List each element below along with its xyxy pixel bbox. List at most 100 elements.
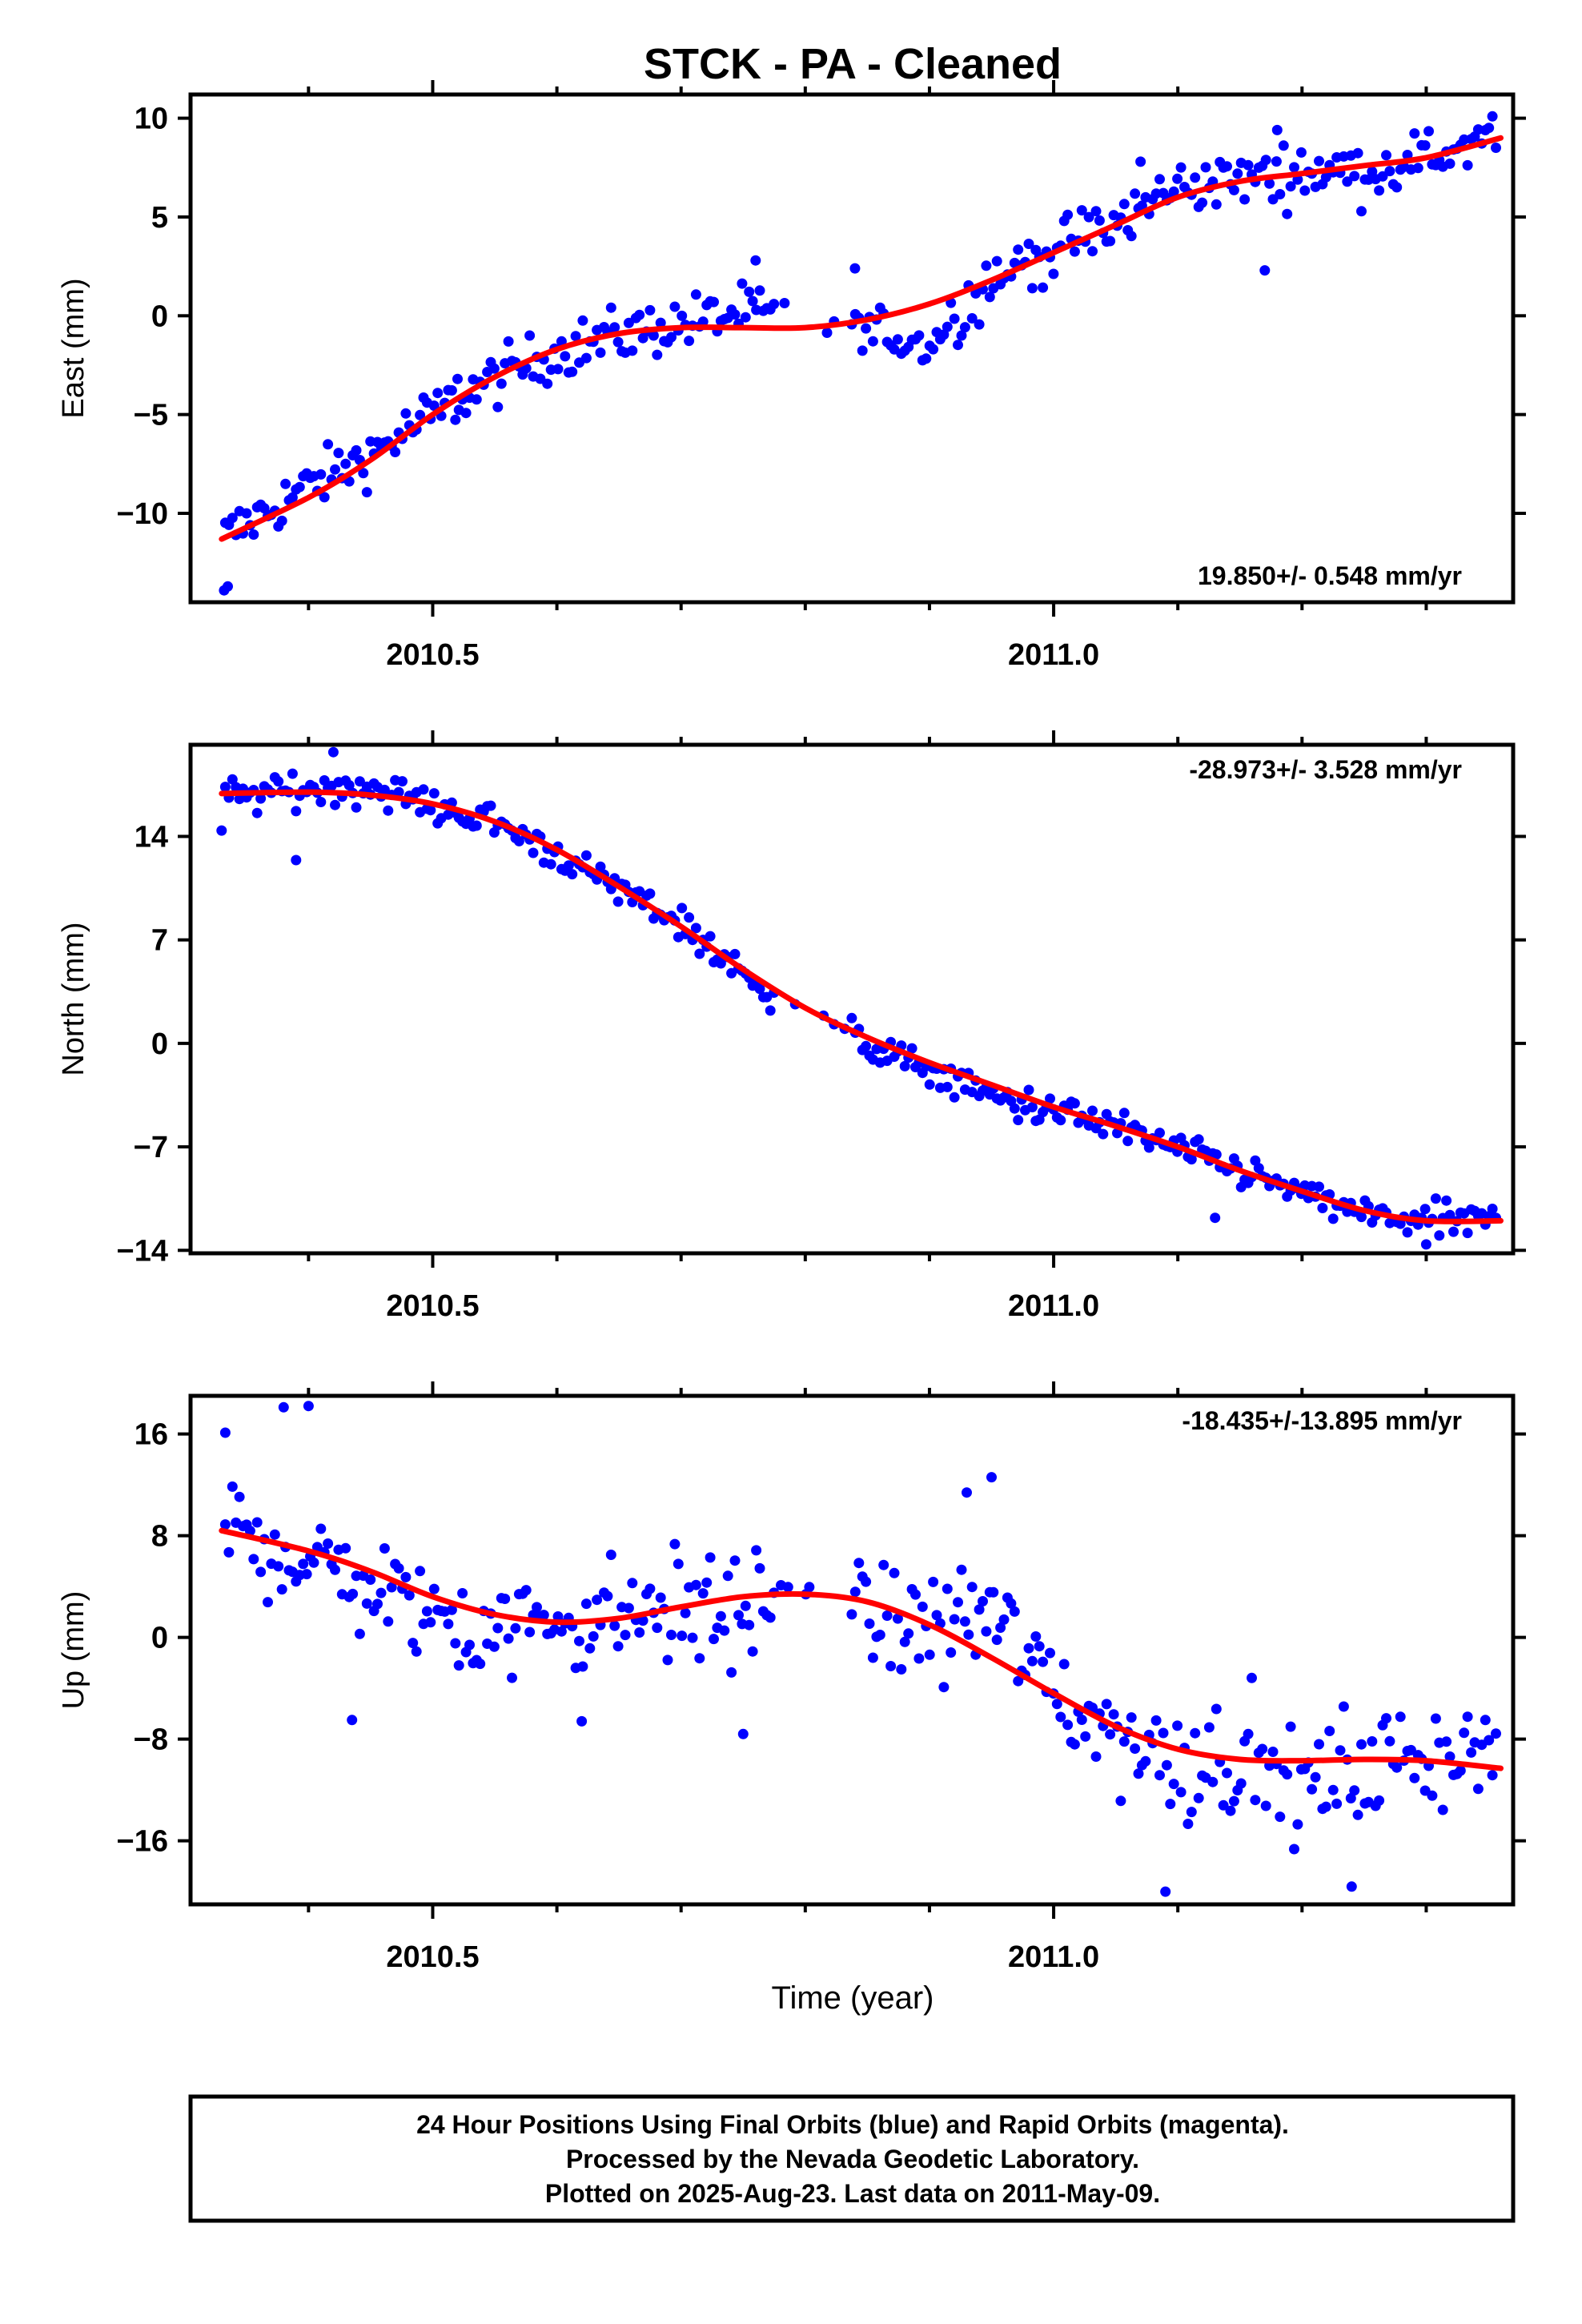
up-point — [694, 1653, 705, 1664]
up-point — [744, 1619, 755, 1630]
up-point — [1384, 1735, 1395, 1747]
up-point — [251, 1517, 263, 1528]
up-point — [273, 1561, 284, 1572]
up-point — [680, 1607, 691, 1618]
up-point — [1055, 1711, 1066, 1723]
north-point — [351, 802, 362, 813]
up-point — [697, 1588, 709, 1599]
east-point — [1076, 205, 1087, 216]
up-point — [733, 1610, 744, 1621]
up-point — [896, 1664, 907, 1675]
up-point — [365, 1574, 376, 1585]
east-point — [1118, 199, 1130, 210]
up-point — [532, 1602, 542, 1613]
up-point — [1030, 1631, 1042, 1642]
north-point — [729, 948, 741, 959]
up-point — [1409, 1772, 1420, 1783]
east-point — [1377, 171, 1388, 182]
up-point — [953, 1597, 963, 1608]
up-point — [383, 1616, 394, 1627]
up-point — [1203, 1722, 1215, 1733]
east-point — [1232, 168, 1243, 179]
up-point — [1374, 1795, 1385, 1806]
east-ytick-label: 10 — [135, 103, 168, 136]
north-point — [485, 800, 496, 811]
up-point — [1327, 1784, 1339, 1795]
east-rate-label: 19.850+/- 0.548 mm/yr — [1198, 561, 1462, 590]
up-point — [1487, 1770, 1498, 1781]
north-ytick-label: 7 — [151, 924, 168, 958]
east-point — [1491, 143, 1501, 153]
up-point — [1472, 1783, 1484, 1795]
north-point — [612, 896, 624, 907]
east-point — [492, 401, 504, 412]
up-point — [1285, 1721, 1296, 1732]
east-point — [1130, 188, 1141, 199]
east-point — [496, 378, 507, 389]
east-point — [560, 351, 571, 362]
east-point — [953, 340, 963, 351]
up-frame — [188, 1393, 1516, 1907]
north-point — [1434, 1230, 1445, 1241]
north-point — [861, 1040, 872, 1051]
north-ytick-label: 0 — [151, 1027, 168, 1061]
north-y-axis-label: North (mm) — [57, 922, 90, 1076]
up-point — [408, 1638, 419, 1649]
north-xtick-label: 2011.0 — [1008, 1289, 1099, 1323]
up-point — [1484, 1735, 1495, 1746]
up-point — [1186, 1807, 1197, 1818]
up-point — [576, 1715, 588, 1727]
north-point — [291, 854, 302, 866]
up-point — [1190, 1727, 1201, 1739]
up-point — [1307, 1783, 1318, 1795]
east-point — [248, 529, 259, 540]
up-point — [1158, 1727, 1169, 1739]
east-point — [747, 296, 758, 307]
up-point — [988, 1586, 999, 1598]
east-point — [280, 478, 291, 489]
up-point — [1108, 1709, 1119, 1720]
north-point — [924, 1079, 935, 1090]
east-point — [627, 345, 638, 356]
up-point — [1352, 1809, 1363, 1820]
up-point — [623, 1602, 634, 1614]
east-point — [981, 260, 992, 271]
east-point — [358, 468, 369, 479]
north-point — [1087, 1105, 1098, 1116]
east-point — [644, 304, 656, 316]
north-point — [906, 1043, 917, 1054]
up-ytick-label: −16 — [117, 1825, 168, 1859]
up-point — [450, 1638, 461, 1649]
up-point — [690, 1579, 701, 1590]
east-ytick-label: −10 — [117, 497, 168, 531]
north-point — [1055, 1115, 1066, 1126]
up-point — [963, 1629, 974, 1640]
up-point — [754, 1562, 765, 1574]
east-point — [612, 336, 624, 348]
east-point — [1289, 162, 1299, 173]
north-ytick-label: 14 — [135, 820, 168, 854]
east-point — [1154, 174, 1165, 185]
up-point — [1310, 1771, 1321, 1783]
up-point — [885, 1661, 897, 1671]
up-point — [1115, 1795, 1126, 1807]
up-point — [846, 1609, 857, 1620]
footer-box — [188, 2094, 1516, 2223]
north-point — [694, 948, 705, 959]
east-point — [655, 317, 666, 328]
east-y-axis-label: East (mm) — [57, 278, 90, 418]
north-point — [1186, 1154, 1197, 1165]
up-point — [644, 1583, 656, 1594]
up-point — [303, 1401, 314, 1412]
up-point — [223, 1546, 235, 1558]
up-point — [375, 1587, 387, 1598]
up-point — [673, 1558, 684, 1570]
east-ytick-label: −5 — [134, 399, 168, 432]
east-point — [609, 322, 620, 333]
up-point — [719, 1625, 730, 1636]
east-point — [343, 476, 355, 487]
up-point — [372, 1598, 383, 1610]
east-point — [276, 515, 287, 526]
up-point — [428, 1583, 440, 1594]
up-point — [1160, 1886, 1171, 1897]
